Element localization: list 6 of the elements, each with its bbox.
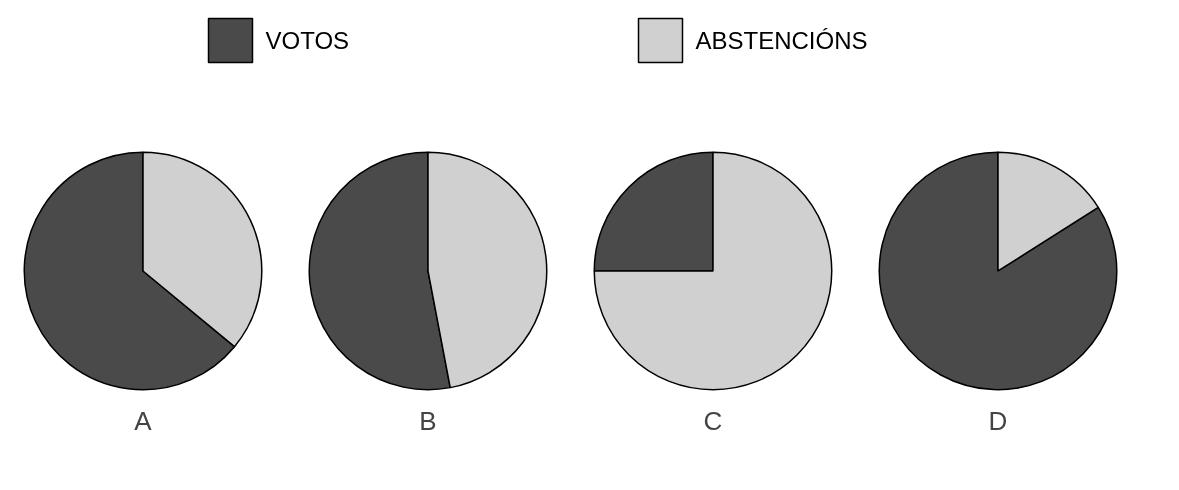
legend-label: VOTOS [265,27,350,54]
text: A [134,405,153,436]
text: B [419,405,437,436]
text: D [988,405,1008,436]
legend-label: ABSTENCIÓNS [695,27,868,54]
text: C [703,405,723,436]
